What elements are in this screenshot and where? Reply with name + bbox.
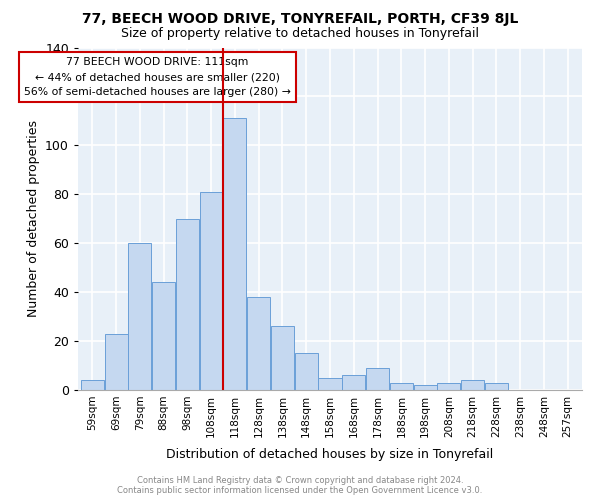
Bar	[81, 380, 104, 390]
Bar	[390, 382, 413, 390]
Y-axis label: Number of detached properties: Number of detached properties	[26, 120, 40, 318]
Bar	[152, 282, 175, 390]
Text: 77, BEECH WOOD DRIVE, TONYREFAIL, PORTH, CF39 8JL: 77, BEECH WOOD DRIVE, TONYREFAIL, PORTH,…	[82, 12, 518, 26]
Bar	[223, 118, 247, 390]
Bar	[104, 334, 128, 390]
Text: Size of property relative to detached houses in Tonyrefail: Size of property relative to detached ho…	[121, 28, 479, 40]
Bar	[295, 354, 318, 390]
Bar	[413, 385, 437, 390]
Bar	[271, 326, 294, 390]
X-axis label: Distribution of detached houses by size in Tonyrefail: Distribution of detached houses by size …	[166, 448, 494, 461]
Bar	[366, 368, 389, 390]
Text: Contains HM Land Registry data © Crown copyright and database right 2024.
Contai: Contains HM Land Registry data © Crown c…	[118, 476, 482, 495]
Bar	[461, 380, 484, 390]
Bar	[200, 192, 223, 390]
Bar	[342, 376, 365, 390]
Bar	[128, 243, 151, 390]
Bar	[319, 378, 341, 390]
Bar	[485, 382, 508, 390]
Bar	[247, 297, 270, 390]
Text: 77 BEECH WOOD DRIVE: 111sqm
← 44% of detached houses are smaller (220)
56% of se: 77 BEECH WOOD DRIVE: 111sqm ← 44% of det…	[24, 58, 291, 97]
Bar	[176, 219, 199, 390]
Bar	[437, 382, 460, 390]
